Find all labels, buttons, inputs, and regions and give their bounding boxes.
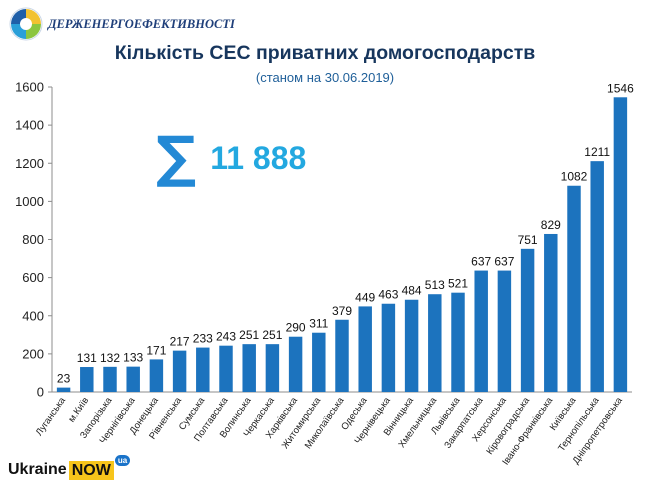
org-logo: ДЕРЖЕНЕРГОЕФЕКТИВНОСТІ (8, 6, 235, 42)
data-label: 1546 (607, 81, 634, 95)
bar (80, 367, 94, 392)
chart-subtitle: (станом на 30.06.2019) (255, 70, 395, 85)
data-label: 1211 (584, 145, 610, 159)
data-label: 1082 (561, 170, 588, 184)
data-label: 449 (355, 290, 375, 304)
bar (103, 366, 117, 392)
bar (219, 345, 233, 392)
data-label: 637 (494, 255, 514, 269)
data-label: 521 (448, 277, 468, 291)
bar (590, 161, 604, 392)
y-tick-label: 200 (22, 346, 44, 361)
data-label: 484 (402, 284, 422, 298)
bar (567, 185, 581, 392)
bar (56, 387, 71, 392)
bar (265, 344, 280, 392)
bar (451, 292, 465, 392)
chart-title: Кількість СЕС приватних домогосподарств (114, 42, 536, 64)
y-tick-label: 800 (22, 232, 44, 247)
data-label: 513 (425, 278, 445, 292)
data-label: 829 (541, 218, 561, 232)
y-tick-label: 600 (22, 270, 44, 285)
bar (497, 270, 512, 392)
y-tick-label: 1600 (15, 80, 44, 95)
data-label: 311 (309, 317, 328, 331)
y-tick-label: 1200 (15, 156, 44, 171)
bar (288, 336, 303, 392)
bar (242, 344, 256, 392)
bar (474, 270, 488, 392)
data-label: 290 (286, 321, 306, 335)
data-label: 637 (471, 255, 491, 269)
x-tick-label: Луганська (34, 395, 69, 438)
sigma-icon: ∑ (156, 125, 197, 190)
data-label: 217 (170, 335, 190, 349)
data-label: 243 (216, 330, 236, 344)
ukraine-now-logo: Ukraine NOW ua (8, 455, 131, 480)
bar (428, 294, 442, 392)
bar (312, 332, 326, 392)
y-tick-label: 1400 (15, 118, 44, 133)
data-label: 23 (57, 372, 71, 386)
y-tick-label: 0 (37, 385, 44, 400)
energy-efficiency-logo-icon (9, 7, 43, 41)
data-label: 132 (100, 351, 120, 365)
bar (358, 306, 372, 392)
bar (613, 97, 628, 392)
bar (172, 350, 187, 392)
data-label: 133 (123, 351, 143, 365)
data-label: 131 (77, 351, 97, 365)
data-label: 171 (146, 343, 166, 357)
bar (404, 299, 419, 392)
bar (381, 303, 396, 392)
brand-main-text: Ukraine (8, 461, 67, 478)
data-label: 251 (239, 328, 259, 342)
bar (544, 233, 558, 392)
bar (126, 366, 140, 392)
bar (196, 347, 210, 392)
data-label: 751 (518, 233, 538, 247)
brand-now-text: NOW (68, 461, 114, 480)
org-name: ДЕРЖЕНЕРГОЕФЕКТИВНОСТІ (48, 16, 235, 31)
y-tick-label: 1000 (15, 194, 44, 209)
data-label: 463 (378, 288, 398, 302)
data-label: 379 (332, 304, 352, 318)
y-tick-label: 400 (22, 308, 44, 323)
bar (335, 319, 349, 392)
total-value: 11 888 (210, 139, 307, 176)
data-label: 251 (262, 328, 282, 342)
bar (520, 248, 535, 392)
bar (149, 359, 164, 392)
brand-ua-badge: ua (114, 455, 131, 466)
total-summary: ∑ 11 888 (156, 130, 306, 186)
data-label: 233 (193, 332, 213, 346)
